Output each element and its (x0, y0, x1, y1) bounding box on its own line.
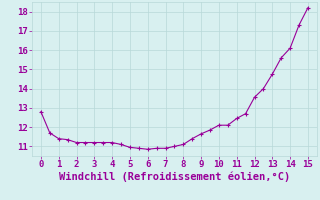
X-axis label: Windchill (Refroidissement éolien,°C): Windchill (Refroidissement éolien,°C) (59, 172, 290, 182)
